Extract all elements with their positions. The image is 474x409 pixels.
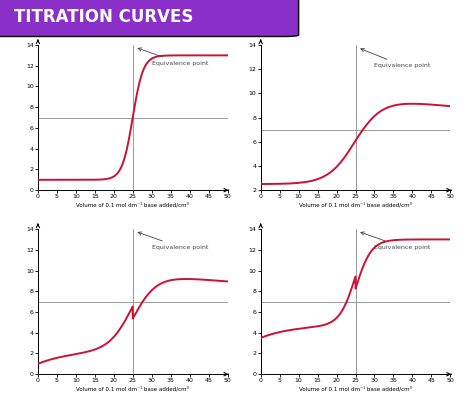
Text: TITRATION CURVES: TITRATION CURVES	[14, 8, 193, 27]
Text: Equivalence point: Equivalence point	[138, 232, 208, 249]
FancyBboxPatch shape	[0, 0, 299, 36]
X-axis label: Volume of 0.1 mol dm⁻¹ base added/cm³: Volume of 0.1 mol dm⁻¹ base added/cm³	[76, 386, 189, 392]
Text: Equivalence point: Equivalence point	[138, 48, 208, 65]
Text: ( Strong acid and strong base ): ( Strong acid and strong base )	[73, 231, 192, 240]
X-axis label: Volume of 0.1 mol dm⁻¹ base added/cm³: Volume of 0.1 mol dm⁻¹ base added/cm³	[299, 386, 412, 392]
Text: TITRATION CURVES: TITRATION CURVES	[14, 8, 193, 27]
X-axis label: Volume of 0.1 mol dm⁻¹ base added/cm³: Volume of 0.1 mol dm⁻¹ base added/cm³	[299, 202, 412, 208]
Text: Equivalence point: Equivalence point	[361, 49, 431, 68]
Text: Equivalence point: Equivalence point	[361, 232, 431, 249]
Text: ( Strong acid and weak base ): ( Strong acid and weak base )	[299, 231, 412, 240]
X-axis label: Volume of 0.1 mol dm⁻¹ base added/cm³: Volume of 0.1 mol dm⁻¹ base added/cm³	[76, 202, 189, 208]
